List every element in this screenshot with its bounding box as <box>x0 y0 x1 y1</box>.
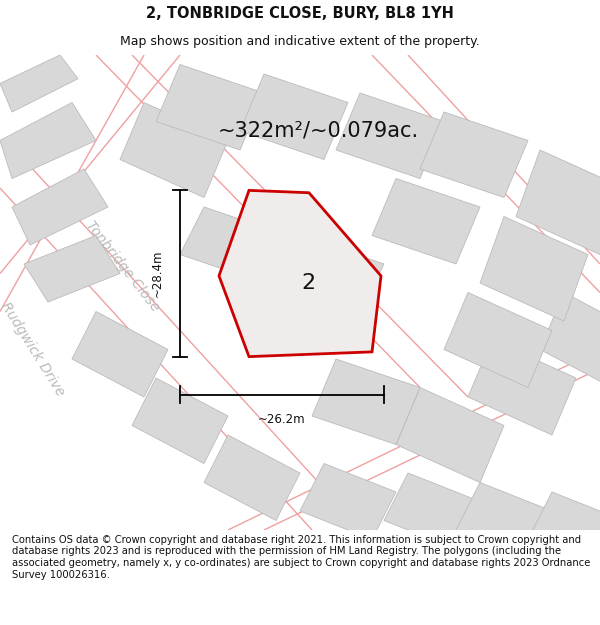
Polygon shape <box>396 388 504 482</box>
Text: ~322m²/~0.079ac.: ~322m²/~0.079ac. <box>217 121 419 141</box>
Polygon shape <box>372 179 480 264</box>
Text: 2, TONBRIDGE CLOSE, BURY, BL8 1YH: 2, TONBRIDGE CLOSE, BURY, BL8 1YH <box>146 6 454 21</box>
Polygon shape <box>276 236 384 311</box>
Polygon shape <box>120 102 228 198</box>
Polygon shape <box>300 464 396 539</box>
Polygon shape <box>132 378 228 464</box>
Text: ~28.4m: ~28.4m <box>151 250 164 298</box>
Polygon shape <box>12 169 108 245</box>
Text: Rudgwick Drive: Rudgwick Drive <box>0 300 68 399</box>
Polygon shape <box>312 359 420 444</box>
Polygon shape <box>528 492 600 568</box>
Text: ~26.2m: ~26.2m <box>258 413 306 426</box>
Polygon shape <box>240 74 348 159</box>
Polygon shape <box>219 191 381 357</box>
Polygon shape <box>204 435 300 521</box>
Text: Contains OS data © Crown copyright and database right 2021. This information is : Contains OS data © Crown copyright and d… <box>12 535 590 579</box>
Polygon shape <box>72 311 168 397</box>
Polygon shape <box>0 102 96 179</box>
Text: Tonbridge Close: Tonbridge Close <box>83 219 163 314</box>
Polygon shape <box>384 473 480 549</box>
Polygon shape <box>444 292 552 388</box>
Polygon shape <box>420 112 528 198</box>
Polygon shape <box>540 292 600 388</box>
Text: 2: 2 <box>301 273 316 293</box>
Polygon shape <box>180 207 288 283</box>
Polygon shape <box>336 93 444 179</box>
Polygon shape <box>516 150 600 254</box>
Polygon shape <box>480 216 588 321</box>
Polygon shape <box>156 64 264 150</box>
Polygon shape <box>468 340 576 435</box>
Polygon shape <box>0 55 78 112</box>
Polygon shape <box>456 482 552 559</box>
Text: Map shows position and indicative extent of the property.: Map shows position and indicative extent… <box>120 35 480 48</box>
Polygon shape <box>24 236 120 302</box>
